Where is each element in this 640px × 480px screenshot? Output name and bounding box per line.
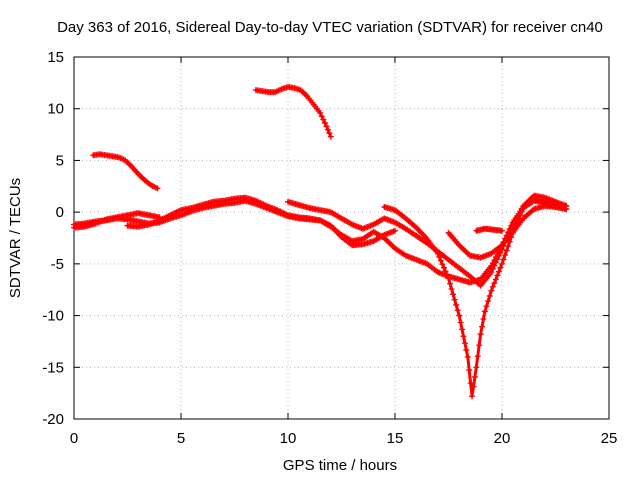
series-arc-4 [90, 151, 161, 192]
y-tick-label: -20 [42, 411, 64, 428]
x-axis-label: GPS time / hours [283, 457, 397, 474]
series-markers [252, 83, 334, 140]
x-tick-label: 10 [280, 430, 297, 447]
x-tick-label: 5 [177, 430, 185, 447]
grid [74, 57, 609, 419]
series-arc-7 [381, 197, 570, 400]
series-markers [71, 210, 163, 231]
x-tick-label: 15 [387, 430, 404, 447]
series-markers [473, 225, 505, 234]
y-tick-label: 0 [56, 204, 64, 221]
y-tick-label: -10 [42, 308, 64, 325]
y-tick-label: 15 [47, 49, 64, 66]
y-axis-label: SDTVAR / TECUs [7, 178, 24, 298]
chart-title: Day 363 of 2016, Sidereal Day-to-day VTE… [57, 19, 603, 36]
y-tick-label: -15 [42, 359, 64, 376]
series-arc-8 [445, 202, 570, 261]
data-series [71, 83, 570, 400]
y-tick-label: -5 [51, 256, 64, 273]
series-markers [445, 202, 570, 261]
x-tick-label: 25 [601, 430, 618, 447]
series-arc-3 [71, 210, 163, 231]
y-tick-label: 5 [56, 152, 64, 169]
y-tick-label: 10 [47, 101, 64, 118]
series-arc-5 [252, 83, 334, 140]
series-markers [90, 151, 161, 192]
x-tick-label: 20 [494, 430, 511, 447]
x-tick-label: 0 [70, 430, 78, 447]
tick-labels: 0 5 10 15 20 25 -20 -15 -10 -5 0 5 10 15 [42, 49, 617, 447]
plot-frame [73, 56, 610, 420]
series-arc-9 [473, 225, 505, 234]
